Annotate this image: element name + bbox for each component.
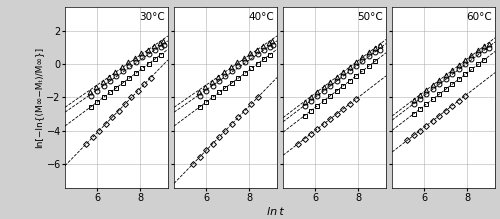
- Text: 40°C: 40°C: [248, 12, 274, 22]
- Text: 60°C: 60°C: [466, 12, 492, 22]
- Y-axis label: ln[−ln{(M∞−Mₜ)/M∞}]: ln[−ln{(M∞−Mₜ)/M∞}]: [34, 47, 43, 148]
- Text: 50°C: 50°C: [357, 12, 383, 22]
- Text: ln t: ln t: [266, 207, 283, 217]
- Text: 30°C: 30°C: [139, 12, 165, 22]
